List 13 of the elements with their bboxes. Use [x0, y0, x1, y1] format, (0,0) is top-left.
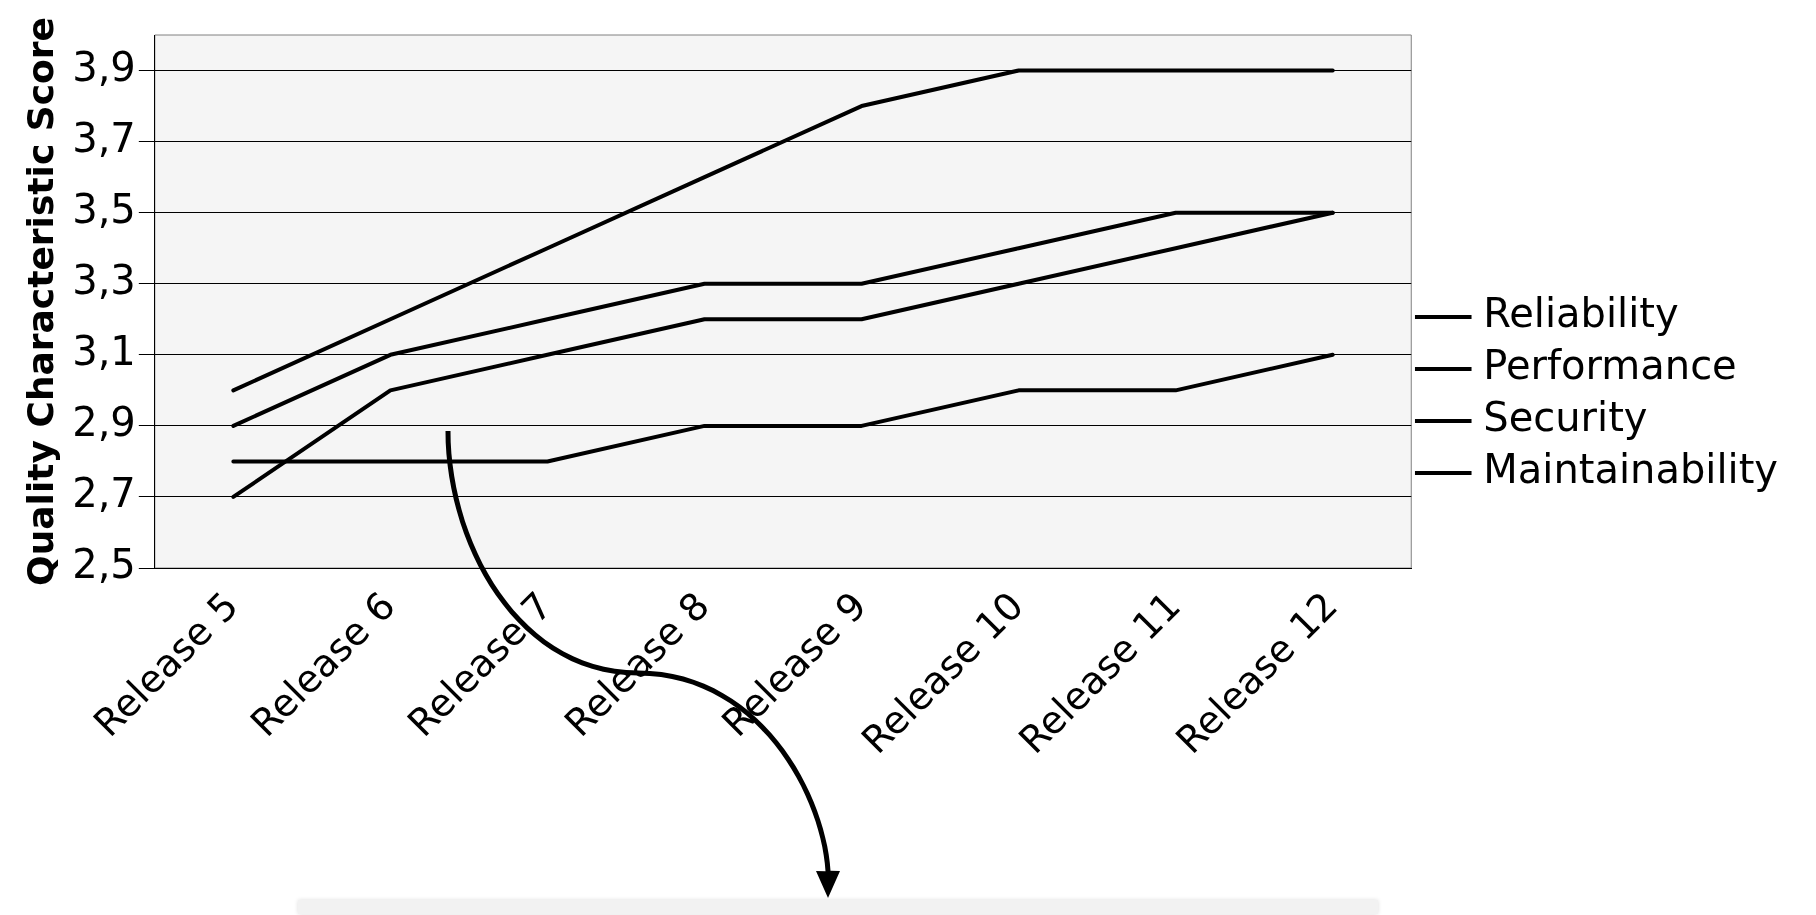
- legend-label: Maintainability: [1483, 446, 1778, 493]
- y-tick-label: 3,7: [72, 115, 136, 161]
- y-axis-title: Quality Characteristic Score: [19, 17, 61, 586]
- legend-label: Security: [1483, 394, 1648, 441]
- y-tick-label: 3,9: [72, 43, 136, 90]
- y-tick-label: 3,3: [72, 257, 136, 304]
- y-tick-label: 2,5: [72, 541, 136, 588]
- legend-label: Performance: [1483, 342, 1737, 389]
- legend-label: Reliability: [1483, 290, 1679, 337]
- y-tick-label: 3,1: [72, 328, 136, 375]
- y-tick-label: 3,5: [72, 186, 136, 233]
- y-tick-label: 2,9: [72, 399, 136, 446]
- y-tick-label: 2,7: [72, 470, 136, 517]
